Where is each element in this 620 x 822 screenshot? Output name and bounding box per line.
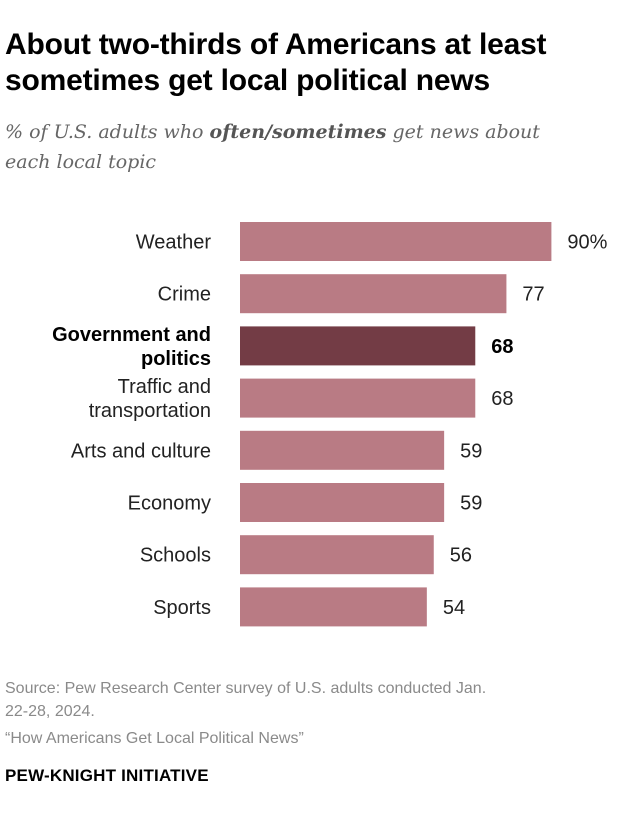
value-label-7: 54 [443,597,465,619]
chart-title-line-1: About two-thirds of Americans at least [5,28,547,61]
source-note: Source: Pew Research Center survey of U.… [5,677,605,723]
category-label-3-line-2: transportation [89,400,211,422]
value-label-5: 59 [460,493,482,515]
bar-6 [240,535,434,575]
subtitle-emphasis: often/sometimes [209,121,387,143]
bar-2 [240,326,476,366]
bar-1 [240,274,507,314]
value-label-1: 77 [522,284,544,306]
category-label-4: Arts and culture [71,440,211,462]
chart-title: About two-thirds of Americans at least s… [5,27,605,99]
bar-5 [240,483,445,522]
source-line-2: 22-28, 2024. [5,703,95,720]
value-label-3: 68 [491,388,513,410]
category-label-6: Schools [140,545,211,567]
subtitle-prefix: % of U.S. adults who [5,121,210,143]
value-label-2: 68 [491,336,513,358]
source-line-1: Source: Pew Research Center survey of U.… [5,680,487,697]
bar-4 [240,430,445,470]
category-label-0: Weather [136,232,212,254]
category-label-5: Economy [128,493,211,515]
report-title: “How Americans Get Local Political News” [5,730,304,747]
value-label-4: 59 [460,440,482,462]
bar-chart: 90% Weather 77 Crime 68 Government andpolitic… [52,222,608,627]
category-label-7: Sports [153,597,211,619]
brand-label: PEW-KNIGHT INITIATIVE [5,766,209,785]
bar-0 [240,222,552,261]
value-label-6: 56 [450,545,472,567]
category-label-1: Crime [158,284,211,306]
chart-title-line-2: sometimes get local political news [5,64,491,97]
category-label-2-line-1: Government and [52,324,211,346]
bar-7 [240,587,427,627]
category-label-3-line-1: Traffic and [118,376,211,398]
chart-subtitle: % of U.S. adults who often/sometimes get… [5,117,615,177]
value-label-0: 90% [567,232,607,254]
bar-3 [240,378,476,418]
subtitle-suffix: get news about [386,121,540,143]
category-label-2-line-2: politics [141,348,211,370]
subtitle-line-2: each local topic [5,151,157,173]
